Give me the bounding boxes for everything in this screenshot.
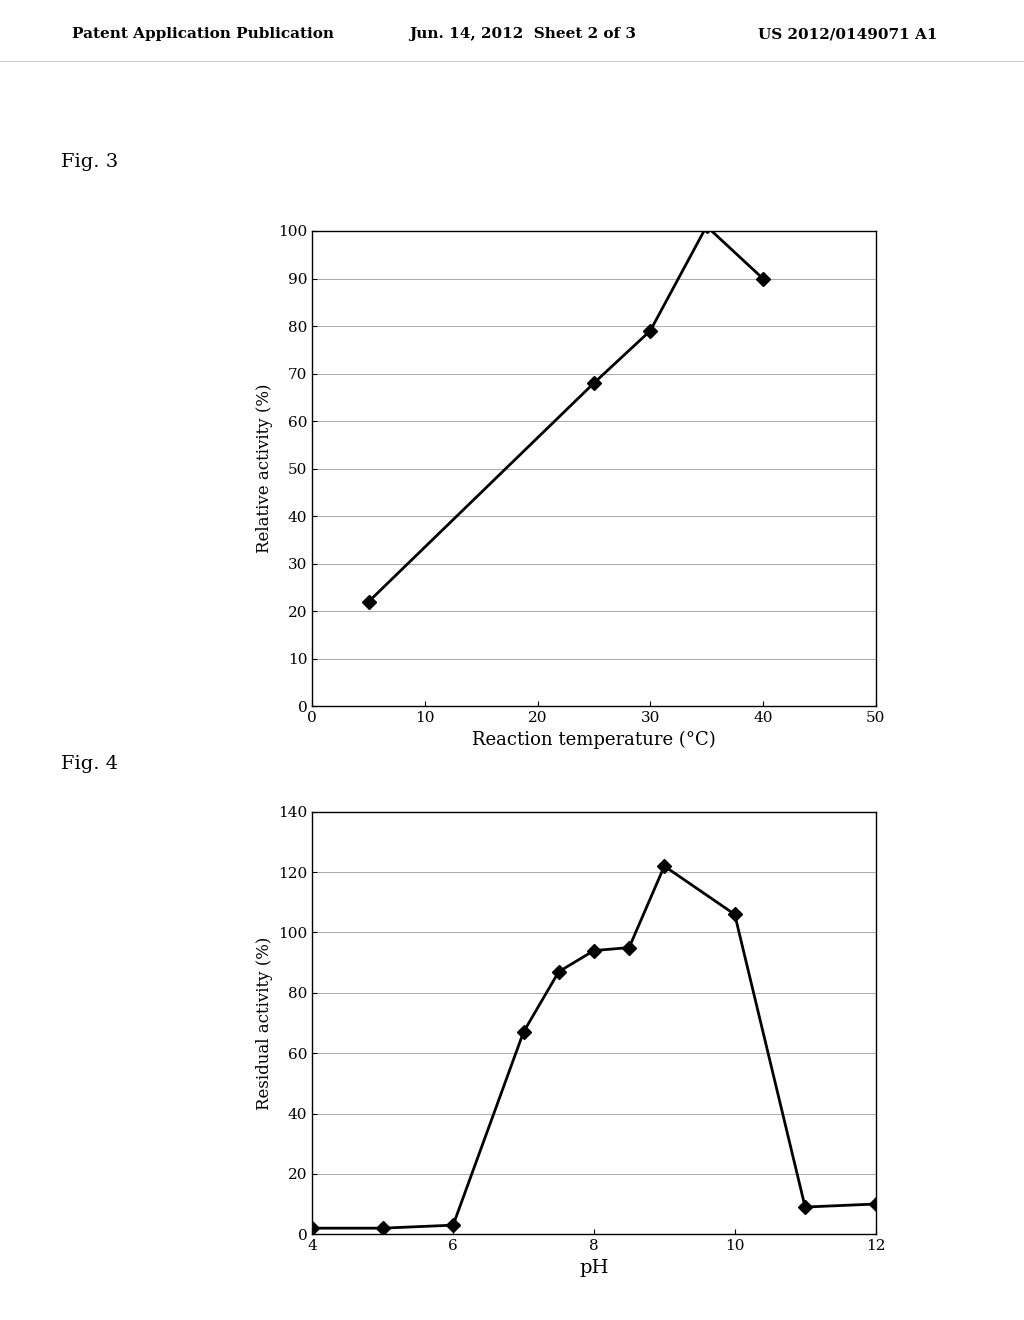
Text: US 2012/0149071 A1: US 2012/0149071 A1 — [758, 28, 937, 41]
Y-axis label: Relative activity (%): Relative activity (%) — [256, 384, 272, 553]
Text: Fig. 4: Fig. 4 — [61, 755, 119, 774]
Text: Patent Application Publication: Patent Application Publication — [72, 28, 334, 41]
Text: Fig. 3: Fig. 3 — [61, 153, 119, 172]
X-axis label: pH: pH — [580, 1258, 608, 1276]
Text: Jun. 14, 2012  Sheet 2 of 3: Jun. 14, 2012 Sheet 2 of 3 — [410, 28, 637, 41]
Y-axis label: Residual activity (%): Residual activity (%) — [256, 936, 272, 1110]
X-axis label: Reaction temperature (°C): Reaction temperature (°C) — [472, 730, 716, 748]
